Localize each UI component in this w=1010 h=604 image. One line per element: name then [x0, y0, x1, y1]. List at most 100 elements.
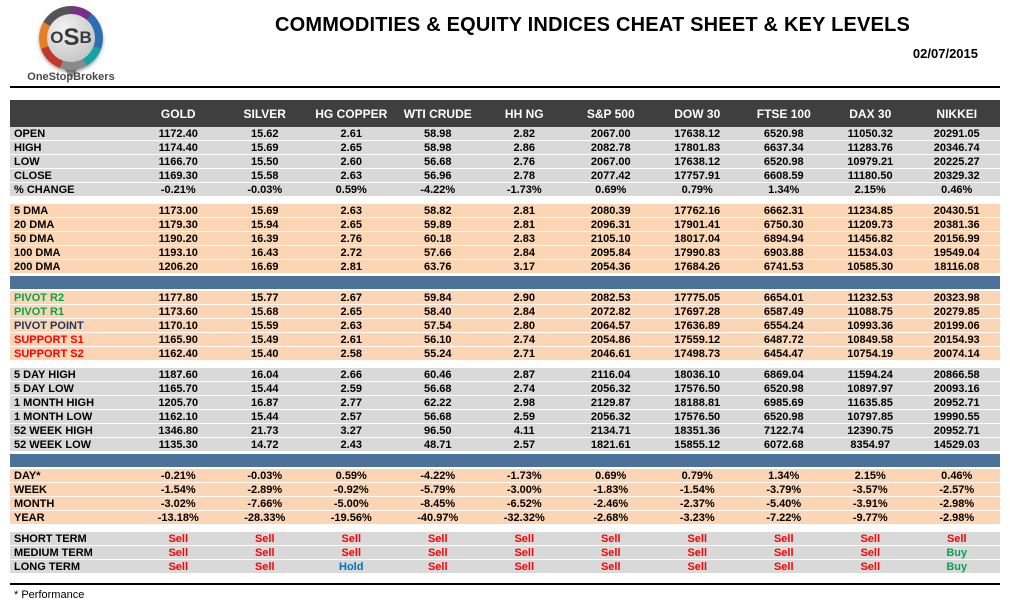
cell: 1190.20	[158, 232, 198, 245]
cell: 20329.32	[933, 169, 980, 182]
row-label: WEEK	[14, 483, 47, 496]
cell: 2.87	[513, 368, 535, 381]
cell: 20381.36	[933, 218, 980, 231]
cell: 0.69%	[595, 469, 627, 482]
cell: Sell	[600, 560, 621, 573]
table-row: 5 DMA 1173.00 15.69 2.63 58.82 2.81 2080.39 177…	[10, 204, 1000, 218]
cell: 11534.03	[847, 246, 893, 259]
column-header: HG COPPER	[315, 106, 388, 121]
page-title: COMMODITIES & EQUITY INDICES CHEAT SHEET…	[274, 14, 911, 36]
cell: Sell	[514, 546, 535, 559]
row-label: 200 DMA	[14, 260, 61, 273]
cell: 3.27	[340, 424, 362, 437]
cell: Buy	[946, 560, 968, 573]
cell: -9.77%	[852, 511, 888, 524]
cell: 2.86	[513, 141, 535, 154]
cell: -40.97%	[417, 511, 459, 524]
column-header: SILVER	[243, 106, 286, 121]
table-row: MEDIUM TERM Sell Sell Sell Sell Sell Sell Sell S…	[10, 546, 1000, 560]
cell: 0.59%	[335, 183, 367, 196]
row-label: SUPPORT S2	[14, 347, 84, 360]
table-row: MONTH -3.02% -7.66% -5.00% -8.45% -6.52% -2.46…	[10, 497, 1000, 511]
cell: -19.56%	[330, 511, 372, 524]
cell: 11635.85	[847, 396, 893, 409]
cell: 11180.50	[847, 169, 893, 182]
section-divider-bar	[10, 276, 1000, 289]
cell: 2080.39	[590, 204, 631, 217]
cell: 15.94	[250, 218, 279, 231]
table-row: SUPPORT S2 1162.40 15.40 2.58 55.24 2.71 2046.…	[10, 347, 1000, 361]
cell: 2.81	[513, 218, 535, 231]
section-gap	[10, 525, 1000, 532]
cell: 20279.85	[933, 305, 980, 318]
logo-o: O	[50, 28, 64, 47]
cell: 18116.08	[934, 260, 980, 273]
cell: 20430.51	[933, 204, 980, 217]
cell: 2.82	[513, 127, 535, 140]
row-label: MONTH	[14, 497, 55, 510]
cell: -1.73%	[506, 183, 542, 196]
cell: 20866.58	[933, 368, 980, 381]
cell: 12390.75	[847, 424, 894, 437]
table-row: 5 DAY LOW 1165.70 15.44 2.59 56.68 2.74 2056.3…	[10, 382, 1000, 396]
cell: 15.59	[250, 319, 279, 332]
cell: 17757.91	[674, 169, 721, 182]
section-gap	[10, 197, 1000, 204]
row-label: LOW	[14, 155, 40, 168]
cell: 1193.10	[158, 246, 198, 259]
cell: -3.91%	[852, 497, 888, 510]
cell: -1.54%	[679, 483, 715, 496]
cell: 1346.80	[158, 424, 199, 437]
cell: 15.49	[250, 333, 279, 346]
cell: 2096.31	[590, 218, 631, 231]
cell: 2.65	[340, 305, 362, 318]
table-row: 1 MONTH HIGH 1205.70 16.87 2.77 62.22 2.98 212…	[10, 396, 1000, 410]
cell: 59.89	[423, 218, 452, 231]
cell: 20952.71	[933, 424, 980, 437]
footer-divider	[10, 583, 1000, 585]
cell: Sell	[168, 546, 189, 559]
cell: 1179.30	[158, 218, 198, 231]
table-row: SHORT TERM Sell Sell Sell Sell Sell Sell Sell Se…	[10, 532, 1000, 546]
cell: 16.43	[250, 246, 279, 259]
cell: Sell	[168, 532, 189, 545]
cell: 6520.98	[763, 382, 804, 395]
cell: 63.76	[423, 260, 452, 273]
cell: 2.59	[513, 410, 535, 423]
cell: 2.57	[340, 410, 362, 423]
cell: 10797.85	[847, 410, 894, 423]
column-header: DAX 30	[849, 106, 892, 121]
cell: 6985.69	[763, 396, 804, 409]
cell: Sell	[254, 532, 275, 545]
cell: -2.68%	[593, 511, 629, 524]
cell: 1169.30	[158, 169, 198, 182]
cell: 19549.04	[933, 246, 980, 259]
cell: 6654.01	[763, 291, 804, 304]
cell: Sell	[687, 532, 708, 545]
cell: Sell	[254, 560, 275, 573]
section-signals: SHORT TERM Sell Sell Sell Sell Sell Sell Sell Se…	[10, 532, 1000, 574]
cell: Sell	[687, 546, 708, 559]
table-row: SUPPORT S1 1165.90 15.49 2.61 56.10 2.74 2054.…	[10, 333, 1000, 347]
cell: 2082.53	[590, 291, 631, 304]
table-row: YEAR -13.18% -28.33% -19.56% -40.97% -32.32% -…	[10, 511, 1000, 525]
row-label: 100 DMA	[14, 246, 61, 259]
cell: 0.46%	[941, 469, 973, 482]
row-label: 1 MONTH LOW	[14, 410, 93, 423]
cell: 11234.85	[847, 204, 893, 217]
cell: 2077.42	[590, 169, 631, 182]
cell: 6894.94	[763, 232, 804, 245]
cell: 17576.50	[674, 382, 721, 395]
row-label: 1 MONTH HIGH	[14, 396, 95, 409]
cell: 20952.71	[933, 396, 980, 409]
cell: Sell	[773, 560, 794, 573]
cell: 15.69	[250, 141, 279, 154]
row-label: DAY*	[14, 469, 41, 482]
cell: 17559.12	[674, 333, 721, 346]
column-header: DOW 30	[674, 106, 721, 121]
cell: 2.76	[513, 155, 535, 168]
cell: 20323.98	[933, 291, 980, 304]
cell: -7.66%	[247, 497, 283, 510]
